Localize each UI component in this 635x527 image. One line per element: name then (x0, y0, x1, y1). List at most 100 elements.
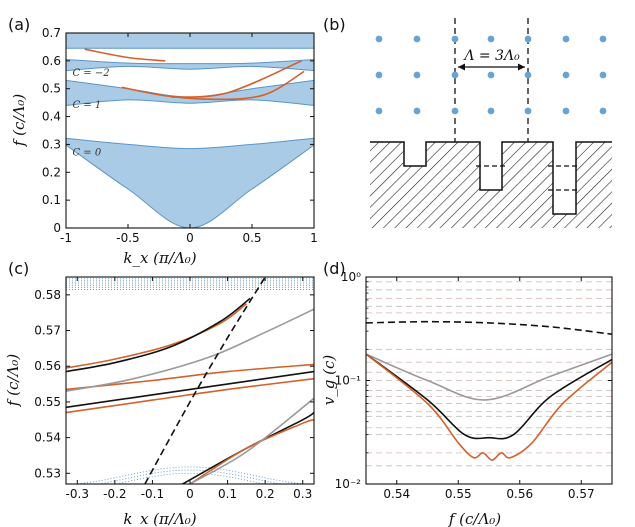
panel-a-xlabel: k_x (π/Λ₀) (123, 249, 196, 267)
x-tick-label: 0.3 (293, 487, 312, 501)
axes-frame (65, 276, 315, 485)
lattice-dot (599, 35, 607, 43)
series-4 (66, 297, 251, 373)
band-1 (66, 79, 314, 106)
panel-d-data (366, 281, 612, 467)
band-0 (66, 137, 314, 228)
lattice-dot (375, 107, 383, 115)
lattice-dot (562, 35, 570, 43)
series-8 (189, 397, 314, 484)
panel-a-data: C = −2 C = 1 C = 0 (66, 33, 314, 228)
lattice-dot (375, 71, 383, 79)
panel-d-label: (d) (323, 259, 346, 278)
lattice-dot (413, 35, 421, 43)
series-0 (366, 320, 612, 335)
series-9 (144, 277, 266, 484)
x-tick-label: 0.55 (445, 487, 472, 501)
series-1 (366, 353, 612, 401)
series-0 (66, 377, 314, 414)
lattice-dot (562, 107, 570, 115)
panel-c-label: (c) (8, 259, 29, 278)
x-tick-label: -0.5 (116, 231, 139, 245)
panel-c-plot: -0.3 -0.2 -0.1 0 0.1 0.2 0.3 0.53 0.54 0.55 0.56 0.… (34, 276, 315, 501)
panel-b-schematic (370, 18, 612, 228)
lattice-dot (487, 35, 495, 43)
y-tick-label: 0.3 (42, 137, 61, 151)
lattice-dot (524, 71, 532, 79)
y-tick-label: 0.5 (42, 82, 61, 96)
lattice-dot (413, 107, 421, 115)
y-tick-label: 0.56 (34, 359, 61, 373)
lattice-dot (524, 107, 532, 115)
chern-label-2: C = 0 (72, 148, 101, 159)
x-tick-label: 0 (186, 231, 194, 245)
chern-label-1: C = 1 (72, 100, 101, 111)
edge-state-1 (121, 70, 305, 101)
lattice-dot (413, 71, 421, 79)
panel-c-data (66, 277, 314, 484)
x-tick-label: 0.5 (242, 231, 261, 245)
panel-d-plot: 0.54 0.55 0.56 0.57 10⁻² 10⁻¹ 10⁰ (335, 270, 613, 501)
substrate (370, 142, 612, 228)
panel-d-xlabel: f (c/Λ₀) (448, 510, 501, 527)
y-tick-label: 10⁰ (341, 270, 361, 284)
panel-a-ylabel: f (c/Λ₀) (10, 94, 28, 147)
y-tick-label: 0.58 (34, 288, 61, 302)
panel-c-ylabel: f (c/Λ₀) (4, 354, 22, 407)
lattice-dot (599, 71, 607, 79)
y-tick-label: 10⁻¹ (335, 374, 362, 388)
panel-c-xlabel: k_x (π/Λ₀) (123, 510, 196, 527)
panel-a-plot: C = −2 C = 1 C = 0 -1 -0.5 0 0.5 1 0 0.1 0.2 0.3 0.4… (42, 26, 318, 245)
y-tick-label: 0.7 (42, 26, 61, 40)
x-tick-label: -0.2 (103, 487, 126, 501)
x-tick-label: 0.1 (218, 487, 237, 501)
x-tick-label: -1 (60, 231, 72, 245)
x-tick-label: 0.54 (383, 487, 410, 501)
lattice-dots (375, 35, 607, 115)
x-tick-label: -0.3 (66, 487, 89, 501)
lattice-dot (487, 71, 495, 79)
lattice-dot (599, 107, 607, 115)
period-label: Λ = 3Λ₀ (462, 48, 520, 64)
series-3 (66, 303, 247, 369)
y-tick-label: 0.55 (34, 395, 61, 409)
series-2 (366, 353, 612, 440)
y-tick-label: 0.57 (34, 324, 61, 338)
edge-state-0 (84, 48, 166, 62)
edge-state-2 (171, 60, 302, 98)
x-tick-label: 0.56 (506, 487, 533, 501)
lattice-dot (524, 35, 532, 43)
series-2 (66, 370, 314, 409)
y-tick-label: 0.6 (42, 54, 61, 68)
lattice-dot (451, 35, 459, 43)
x-tick-label: 0.57 (568, 487, 595, 501)
band-2 (66, 58, 314, 72)
x-tick-label: -0.1 (141, 487, 164, 501)
lattice-dot (451, 71, 459, 79)
panel-a-label: (a) (8, 15, 30, 34)
series-7 (189, 419, 314, 484)
y-tick-label: 0.4 (42, 110, 61, 124)
x-tick-label: 0.2 (256, 487, 275, 501)
chern-label-0: C = −2 (72, 68, 109, 79)
lattice-dot (451, 107, 459, 115)
lattice-dot (562, 71, 570, 79)
y-tick-label: 10⁻² (335, 477, 362, 491)
axes-frame (65, 32, 315, 229)
series-6 (182, 411, 314, 484)
series-3 (366, 353, 612, 461)
x-tick-label: 1 (310, 231, 318, 245)
x-tick-label: 0 (186, 487, 194, 501)
y-tick-label: 0 (53, 221, 61, 235)
panel-b-label: (b) (323, 15, 346, 34)
y-tick-label: 0.1 (42, 193, 61, 207)
axes-frame (365, 276, 613, 485)
lattice-dot (375, 35, 383, 43)
y-tick-label: 0.53 (34, 466, 61, 480)
lattice-dot (487, 107, 495, 115)
y-tick-label: 0.2 (42, 165, 61, 179)
panel-d-ylabel: v_g (c) (320, 355, 338, 406)
y-tick-label: 0.54 (34, 431, 61, 445)
series-5 (66, 308, 314, 392)
